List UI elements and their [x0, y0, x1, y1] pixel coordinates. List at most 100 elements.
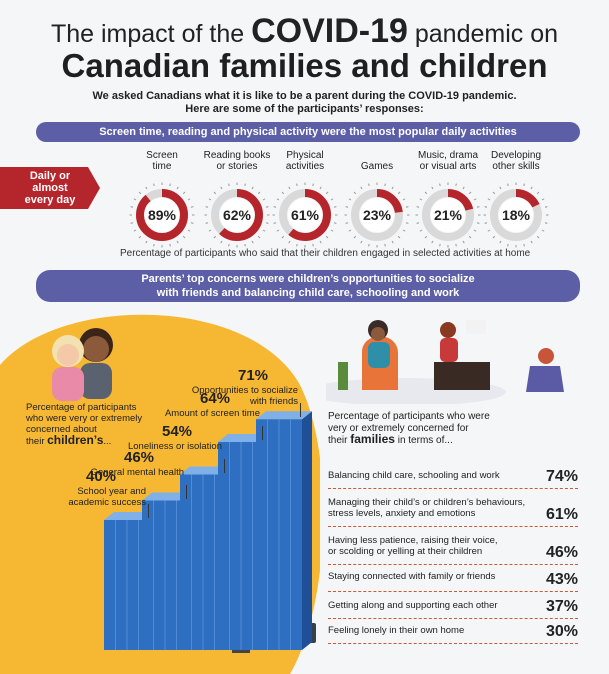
gauge-center [145, 198, 179, 232]
gauge-4: 21% [415, 182, 481, 248]
activity-label-2: Physical activities [265, 150, 345, 172]
bar-value-3: 64% [200, 390, 231, 407]
gauge-tick [145, 240, 148, 244]
families-intro-line-3: their families in terms of... [328, 432, 528, 447]
children-intro-bold: children’s [47, 433, 104, 447]
gauge-tick [368, 183, 370, 187]
gauge-tick [330, 229, 334, 232]
gauge-tick [536, 235, 540, 239]
gauge-tick [507, 183, 509, 187]
families-intro-line-1: Percentage of participants who were [328, 411, 490, 422]
children-intro-line-1: Percentage of participants [26, 402, 137, 413]
gauge-tick [473, 229, 477, 232]
gauge-arc-5 [490, 189, 542, 241]
activities-banner: Screen time, reading and physical activi… [36, 122, 580, 142]
family-row-label-1: Managing their child’s or children’s beh… [328, 497, 525, 519]
gauge-value-2: 61% [290, 207, 320, 223]
gauge-tick [330, 198, 334, 201]
gauge-tick [208, 198, 212, 201]
gauge-tick [544, 206, 548, 208]
family-row-label-0-line-0: Balancing child care, schooling and work [328, 470, 500, 481]
family-row-label-2-line-0: Having less patience, raising their voic… [328, 535, 498, 546]
gauge-tick [169, 243, 171, 247]
gauge-tick [484, 206, 488, 208]
gauge-arc-2 [279, 189, 331, 241]
gauge-2: 61% [272, 182, 338, 248]
gauge-tick [360, 240, 363, 244]
gauge-tick [257, 191, 261, 195]
gauge-tick [276, 229, 280, 232]
gauge-tick [130, 222, 134, 224]
gauge-tick [182, 235, 186, 239]
gauge-tick [133, 229, 137, 232]
activity-label-1: Reading books or stories [197, 150, 277, 172]
gauge-tick [208, 229, 212, 232]
family-row-label-1-line-0: Managing their child’s or children’s beh… [328, 497, 526, 508]
gauge-tick [296, 183, 298, 187]
gauge-arc-3 [351, 189, 403, 241]
gauge-tick [345, 222, 349, 224]
gauge-tick [487, 198, 491, 201]
gauge-0: 89% [129, 182, 195, 248]
gauge-tick [312, 243, 314, 247]
children-intro-line-3: concerned about [26, 424, 97, 435]
families-intro: Percentage of participants who were very… [328, 411, 528, 447]
gauge-tick [353, 235, 357, 239]
gauge-tick [325, 191, 329, 195]
tag-line-1: Daily or [29, 170, 71, 182]
family-row-value-3: 43% [545, 571, 578, 588]
gauge-tick [228, 183, 230, 187]
gauge-tick [228, 243, 230, 247]
gauge-tick [476, 222, 480, 224]
gauge-tick [138, 235, 142, 239]
family-illustration [326, 320, 564, 404]
gauge-tick [439, 183, 441, 187]
gauge-tick [473, 198, 477, 201]
gauge-tick [205, 206, 209, 208]
gauge-tick [281, 235, 285, 239]
gauge-tick [405, 222, 409, 224]
gauge-arc-1 [211, 189, 263, 241]
gauge-tick [391, 186, 394, 190]
gauge-tick [484, 222, 488, 224]
gauge-value-4: 21% [433, 207, 463, 223]
families-intro-their: their [328, 435, 351, 446]
activity-label-2-line-0: Physical [286, 150, 324, 161]
children-illustration [52, 328, 113, 401]
gauge-tick [273, 206, 277, 208]
gauge-tick [220, 186, 223, 190]
bar-value-4: 71% [238, 367, 269, 385]
family-row-5: Feeling lonely in their own home 30% [328, 621, 578, 644]
gauge-tick [273, 222, 277, 224]
family-row-label-5: Feeling lonely in their own home [328, 625, 464, 636]
gauge-tick [416, 206, 420, 208]
families-intro-line-2: very or extremely concerned for [328, 422, 469, 434]
family-row-value-5: 30% [545, 623, 578, 640]
gauge-tick [169, 183, 171, 187]
gauge-arc-4 [422, 189, 474, 241]
intro-text: We asked Canadians what it is like to be… [0, 90, 609, 116]
bar-4 [256, 411, 312, 650]
gauge-tick [487, 229, 491, 232]
gauge-tick [424, 235, 428, 239]
activity-label-4-line-1: or visual arts [419, 161, 477, 172]
family-row-label-2-line-1: or scolding or yelling at their children [328, 546, 483, 557]
bar-label-0-line-0: School year and [77, 486, 146, 497]
activity-label-4-line-0: Music, drama [417, 150, 478, 161]
gauge-tick [262, 198, 266, 201]
activity-label-0-line-0: Screen [146, 150, 178, 161]
gauge-tick [348, 198, 352, 201]
children-intro-line-2: who were very or extremely [26, 413, 143, 424]
gauge-1: 62% [204, 182, 270, 248]
gauge-tick [523, 243, 525, 247]
families-intro-bold: families [350, 432, 395, 446]
gauge-tick [265, 222, 269, 224]
gauge-tick [213, 191, 217, 195]
gauge-tick [424, 191, 428, 195]
family-row-label-0: Balancing child care, schooling and work [328, 470, 500, 481]
gauge-tick [182, 191, 186, 195]
activity-label-3-line-0: Games [360, 161, 394, 172]
gauge-tick [405, 206, 409, 208]
tag-line-3: every day [24, 194, 76, 206]
